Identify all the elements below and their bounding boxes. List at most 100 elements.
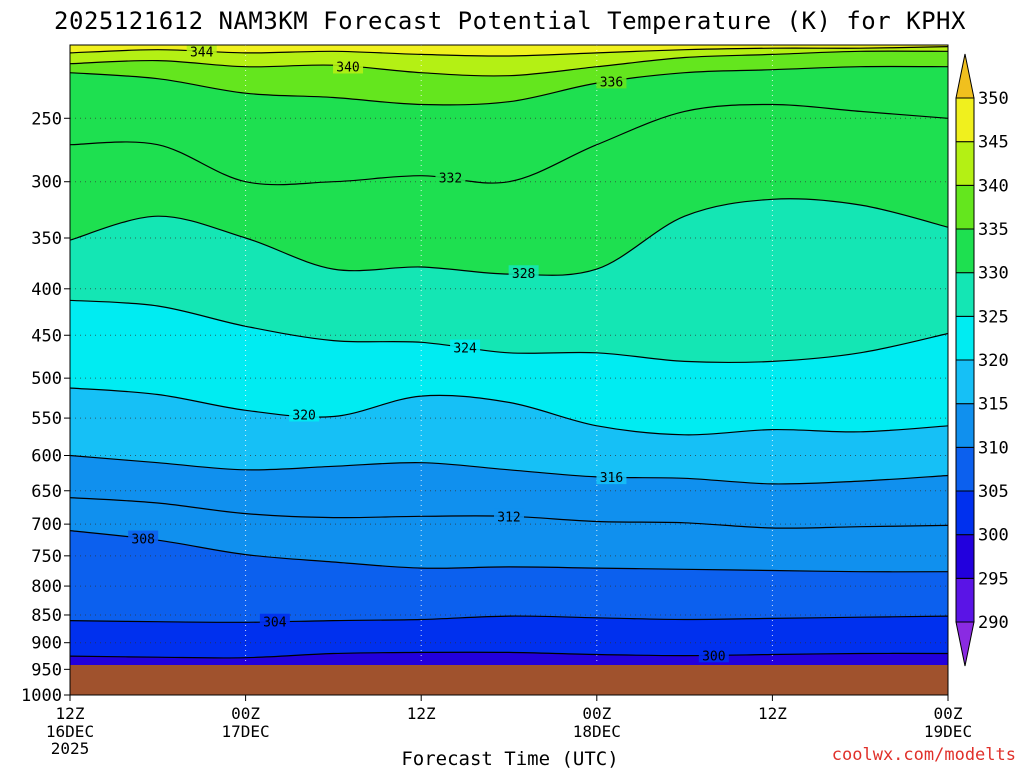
x-axis-label: Forecast Time (UTC) (401, 748, 618, 768)
y-tick-label: 1000 (21, 686, 62, 706)
colorbar-label: 345 (978, 133, 1009, 153)
gridlines (70, 45, 948, 665)
y-tick-label: 400 (31, 280, 62, 300)
y-tick-label: 250 (31, 109, 62, 129)
colorbar-bin (955, 446, 975, 492)
x-tick-date: 18DEC (573, 722, 621, 741)
isentrope-label-bg (494, 508, 524, 524)
isentrope-line (70, 103, 948, 186)
y-tick-label: 750 (31, 547, 62, 567)
isentrope-label: 308 (131, 533, 154, 548)
colorbar-label: 330 (978, 264, 1009, 284)
colorbar-bin (955, 534, 975, 579)
isentrope-line (70, 651, 948, 659)
colorbar-label: 320 (978, 351, 1009, 371)
x-tick-date: 17DEC (222, 722, 270, 741)
colorbar-label: 335 (978, 220, 1009, 240)
isentrope-lines: 292300304308312316320324328332336340344 (70, 45, 948, 664)
y-tick-label: 500 (31, 369, 62, 389)
colorbar-label: 295 (978, 569, 1009, 589)
colorbar-label: 315 (978, 395, 1009, 415)
plot-frame (69, 44, 949, 696)
terrain-below-surface (70, 665, 948, 695)
isentrope-line (70, 454, 948, 485)
x-tick-date: 16DEC (46, 722, 94, 741)
isentrope-label-bg (698, 647, 729, 663)
isentrope-label: 328 (512, 267, 535, 282)
isentrope-label: 332 (439, 172, 462, 187)
isentrope-label-bg (435, 169, 466, 185)
colorbar-bin (955, 359, 975, 405)
colorbar-label: 340 (978, 176, 1009, 196)
colorbar-cap-top (955, 53, 975, 99)
colorbar-label: 350 (978, 89, 1009, 109)
isentrope-label: 304 (263, 616, 287, 631)
colorbar-bin (955, 315, 975, 361)
isentrope-label-bg (128, 530, 159, 546)
x-tick-date: 19DEC (924, 722, 972, 741)
x-tick-label: 00Z (934, 704, 963, 723)
plot-area: 292300304308312316320324328332336340344 (70, 45, 948, 665)
x-tick-label: 12Z (56, 704, 85, 723)
isentrope-label-bg (259, 613, 290, 629)
colorbar-bin (955, 141, 975, 186)
isentrope-label-bg (596, 73, 627, 89)
y-tick-label: 950 (31, 660, 62, 680)
isentrope-label: 316 (600, 471, 623, 486)
colorbar-label: 290 (978, 613, 1009, 633)
colorbar-bin (955, 97, 975, 143)
colorbar-bin (955, 184, 975, 230)
colorbar-label: 310 (978, 438, 1009, 458)
isentrope-label: 312 (497, 510, 520, 525)
y-tick-label: 300 (31, 173, 62, 193)
colorbar-label: 300 (978, 526, 1009, 546)
isentrope-line (70, 387, 948, 436)
x-tick-label: 12Z (758, 704, 787, 723)
y-tick-label: 650 (31, 482, 62, 502)
isentrope-line (70, 65, 948, 106)
y-tick-label: 550 (31, 409, 62, 429)
colorbar-bin (955, 403, 975, 448)
x-tick-label: 12Z (407, 704, 436, 723)
isentrope-label-bg (186, 45, 217, 59)
y-tick-label: 800 (31, 577, 62, 597)
y-tick-label: 600 (31, 447, 62, 467)
isentrope-label: 340 (336, 60, 359, 75)
isentrope-line (70, 299, 948, 364)
credit-text: coolwx.com/modelts (832, 745, 1016, 765)
y-tick-label: 350 (31, 229, 62, 249)
isentrope-label-bg (596, 469, 627, 485)
theta-bands (70, 45, 948, 665)
y-tick-label: 850 (31, 606, 62, 626)
isentrope-label: 336 (600, 75, 623, 90)
isentrope-label-bg (508, 265, 539, 281)
colorbar-bin (955, 577, 975, 623)
y-axis: 250 300 350 400 450 500 550 600 650 700 750 800 850 9… (21, 109, 70, 706)
colorbar-cap-bottom (955, 621, 975, 667)
colorbar-bin (955, 272, 975, 317)
colorbar-bin (955, 490, 975, 536)
isentrope-line (70, 530, 948, 573)
isentrope-label: 300 (702, 649, 725, 664)
colorbar: 290 295 300 305 310 315 320 325 330 335 340 345 350 (955, 53, 1009, 667)
isentrope-label: 324 (453, 342, 477, 357)
y-tick-label: 700 (31, 515, 62, 535)
isentrope-label-bg (333, 58, 364, 74)
isentrope-line (70, 615, 948, 623)
colorbar-label: 325 (978, 307, 1009, 327)
y-tick-label: 900 (31, 634, 62, 654)
x-tick-label: 00Z (231, 704, 260, 723)
isentrope-label-bg (450, 339, 481, 355)
chart-title: 2025121612 NAM3KM Forecast Potential Tem… (54, 7, 966, 35)
isentrope-label: 344 (190, 45, 214, 60)
isentrope-label-bg (289, 406, 320, 422)
colorbar-bin (955, 228, 975, 274)
isentrope-line (70, 50, 948, 77)
y-tick-label: 450 (31, 326, 62, 346)
isentrope-label: 320 (292, 408, 315, 423)
x-tick-year: 2025 (51, 739, 90, 758)
colorbar-label: 305 (978, 482, 1009, 502)
isentrope-line (70, 46, 948, 57)
